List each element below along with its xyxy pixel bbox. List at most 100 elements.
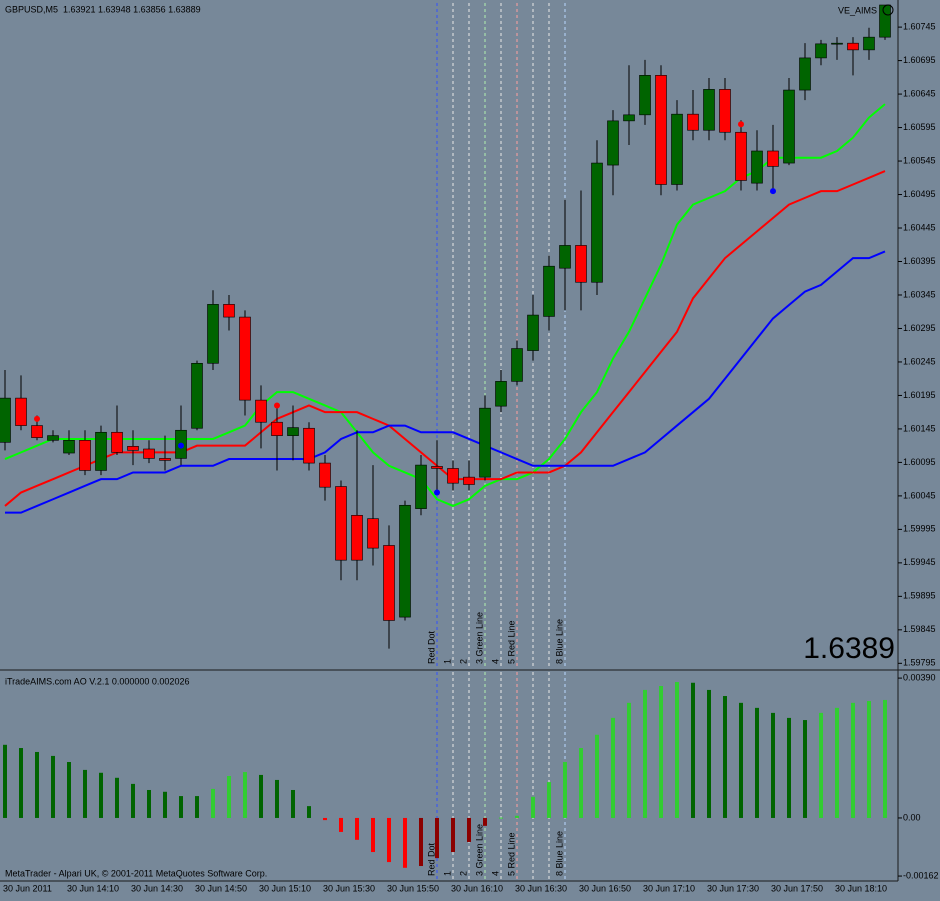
ao-bar	[691, 682, 695, 818]
candle-body	[255, 399, 267, 423]
candle-body	[591, 162, 603, 283]
y-tick-label: 1.60545	[903, 155, 936, 165]
candle-body	[623, 114, 635, 122]
ao-bar	[723, 696, 727, 818]
ao-bar	[307, 806, 311, 818]
y-tick-label: -0.00162	[903, 870, 939, 880]
ao-bar	[179, 796, 183, 818]
ao-bar	[771, 712, 775, 818]
copyright: MetaTrader - Alpari UK, © 2001-2011 Meta…	[5, 868, 267, 878]
candle-body	[735, 131, 747, 181]
event-label: 3 Green Line	[474, 824, 484, 876]
candle-body	[431, 466, 443, 469]
x-tick-label: 30 Jun 2011	[3, 883, 52, 893]
y-tick-label: 1.60045	[903, 490, 936, 500]
candle-body	[191, 362, 203, 429]
ao-bar	[67, 762, 71, 818]
ao-bar	[339, 817, 343, 832]
candle-body	[719, 89, 731, 133]
ao-bar	[227, 776, 231, 818]
y-tick-label: 1.60645	[903, 88, 936, 98]
candle-body	[559, 245, 571, 269]
candle-body	[751, 150, 763, 184]
candle-body	[639, 75, 651, 116]
ao-bar	[499, 817, 503, 819]
x-tick-label: 30 Jun 15:30	[323, 883, 375, 893]
ao-bar	[643, 689, 647, 818]
ao-bar	[819, 712, 823, 818]
candle-body	[655, 75, 667, 185]
candle-body	[47, 435, 59, 441]
y-tick-label: 1.60495	[903, 189, 936, 199]
candle-body	[287, 427, 299, 436]
x-tick-label: 30 Jun 17:10	[643, 883, 695, 893]
ao-bar	[291, 789, 295, 818]
ao-bar	[147, 789, 151, 818]
ao-bar	[547, 782, 551, 818]
y-tick-label: 1.59895	[903, 591, 936, 601]
candle-body	[447, 468, 459, 484]
y-tick-label: 0.00	[903, 812, 921, 822]
x-tick-label: 30 Jun 15:50	[387, 883, 439, 893]
candle-body	[207, 304, 219, 364]
y-tick-label: 1.59945	[903, 557, 936, 567]
candle-body	[463, 476, 475, 485]
y-tick-label: 1.60245	[903, 356, 936, 366]
ao-bar	[579, 748, 583, 818]
event-label: Red Dot	[426, 842, 436, 876]
event-label: 4	[490, 659, 500, 664]
candle-body	[239, 316, 251, 401]
y-tick-label: 1.60295	[903, 323, 936, 333]
event-label: 4	[490, 871, 500, 876]
candle-body	[815, 43, 827, 59]
candle-body	[767, 150, 779, 167]
candle-body	[671, 113, 683, 185]
ao-bar	[35, 751, 39, 818]
candle-body	[703, 89, 715, 131]
candle-body	[95, 431, 107, 471]
ao-bar	[611, 717, 615, 818]
ao-bar	[419, 817, 423, 867]
event-label: 5 Red Line	[506, 620, 516, 664]
event-label: 1	[442, 659, 452, 664]
event-label: Red Dot	[426, 630, 436, 664]
ao-bar	[323, 817, 327, 821]
x-tick-label: 30 Jun 16:10	[451, 883, 503, 893]
candle-body	[223, 304, 235, 318]
candle-body	[383, 545, 395, 621]
ao-bar	[275, 779, 279, 818]
candle-body	[543, 265, 555, 317]
ao-bar	[803, 720, 807, 818]
y-tick-label: 1.60695	[903, 55, 936, 65]
signal-dot	[274, 402, 280, 409]
ao-bar	[371, 817, 375, 853]
ao-bar	[531, 796, 535, 818]
ao-bar	[883, 699, 887, 818]
x-tick-label: 30 Jun 16:50	[579, 883, 631, 893]
ao-bar	[211, 788, 215, 818]
ao-bar	[675, 682, 679, 818]
candle-body	[783, 89, 795, 164]
chart-title: GBPUSD,M5 1.63921 1.63948 1.63856 1.6388…	[5, 4, 201, 14]
event-label: 2	[458, 871, 468, 876]
ao-bar	[195, 796, 199, 818]
ao-bar	[707, 689, 711, 818]
y-tick-label: 0.00390	[903, 672, 936, 682]
y-tick-label: 1.60595	[903, 122, 936, 132]
y-tick-label: 1.60395	[903, 256, 936, 266]
ao-bar	[659, 685, 663, 818]
event-label: 1	[442, 871, 452, 876]
candle-body	[799, 57, 811, 91]
ao-bar	[403, 817, 407, 868]
ao-bar	[835, 707, 839, 818]
candle-body	[271, 421, 283, 436]
signal-dot	[34, 415, 40, 422]
ao-bar	[467, 817, 471, 842]
signal-dot	[178, 442, 184, 449]
candle-body	[607, 120, 619, 166]
candle-body	[687, 113, 699, 131]
y-tick-label: 1.59995	[903, 524, 936, 534]
ao-bar	[451, 817, 455, 853]
